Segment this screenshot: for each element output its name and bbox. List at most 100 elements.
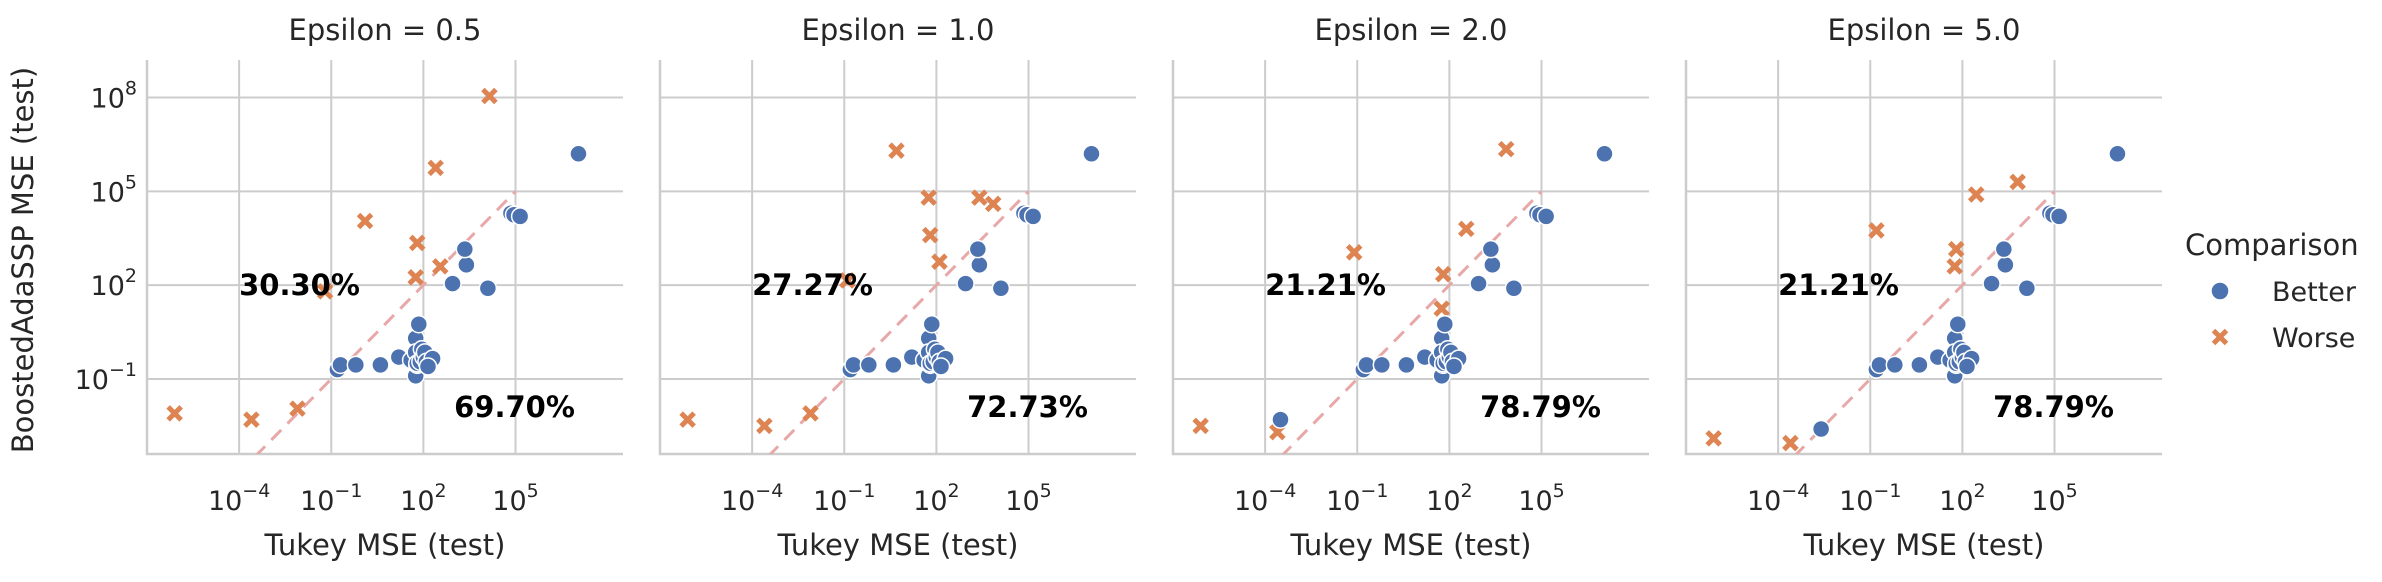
axes-spine — [145, 60, 623, 456]
worse-point — [984, 195, 1002, 213]
better-point — [931, 357, 951, 376]
better-point — [346, 355, 366, 375]
identity-line — [1794, 190, 2056, 454]
better-point — [1372, 355, 1392, 375]
x-tick-label: 105 — [2031, 480, 2077, 517]
better-point — [1023, 207, 1043, 226]
x-axis-label: Tukey MSE (test) — [1803, 528, 2045, 562]
better-point — [1271, 410, 1290, 429]
better-point — [1957, 357, 1977, 376]
better-point — [1595, 144, 1614, 164]
worse-point — [1782, 434, 1799, 452]
legend-better-marker — [2210, 281, 2230, 301]
better-point — [1870, 355, 1889, 375]
better-point — [418, 357, 438, 376]
y-tick-label: 105 — [91, 171, 137, 208]
x-tick-label: 10−4 — [1234, 480, 1296, 517]
legend-better-label: Better — [2272, 277, 2357, 308]
x-tick-label: 10−4 — [721, 480, 783, 517]
worse-percentage: 21.21% — [1265, 268, 1386, 302]
worse-point — [1458, 220, 1475, 238]
worse-percentage: 21.21% — [1778, 268, 1899, 302]
x-tick-label: 105 — [1005, 480, 1051, 517]
x-tick-label: 10−1 — [300, 480, 362, 517]
y-tick-label: 102 — [91, 265, 137, 302]
better-point — [956, 274, 975, 293]
worse-point — [679, 411, 696, 428]
x-tick-label: 102 — [1426, 480, 1472, 517]
worse-point — [921, 226, 939, 244]
y-axis-label: BoostedAdaSSP MSE (test) — [6, 67, 40, 453]
x-tick-label: 105 — [492, 480, 538, 517]
better-point — [970, 255, 989, 275]
better-point — [457, 255, 476, 275]
x-tick-label: 105 — [1518, 480, 1564, 517]
legend: Comparison Better Worse — [2185, 228, 2359, 354]
better-percentage: 72.73% — [967, 390, 1088, 424]
worse-point — [166, 405, 183, 422]
worse-point — [1433, 300, 1450, 317]
worse-point — [888, 142, 905, 159]
worse-point — [756, 417, 773, 435]
panel-title: Epsilon = 0.5 — [289, 13, 482, 47]
axes-spine — [658, 60, 1136, 456]
better-point — [2017, 279, 2037, 298]
better-point — [1948, 314, 1968, 334]
worse-point — [839, 272, 856, 289]
panel-title: Epsilon = 1.0 — [802, 13, 995, 47]
panel-4: Epsilon = 5.0 10−4 10−1 102 105 Tukey MSE (te… — [1684, 13, 2162, 562]
panel-1: Epsilon = 0.5 10−4 10−1 102 105 10−1 102 105 108… — [75, 13, 623, 562]
worse-point — [243, 411, 260, 428]
better-point — [1910, 355, 1929, 375]
better-point — [1481, 239, 1501, 259]
x-axis-label: Tukey MSE (test) — [777, 528, 1019, 562]
worse-point — [408, 234, 426, 252]
better-point — [1811, 419, 1831, 439]
worse-point — [1868, 222, 1885, 239]
y-tick-label: 10−1 — [75, 359, 137, 396]
better-percentage: 69.70% — [454, 390, 575, 424]
worse-point — [316, 283, 334, 300]
better-point — [1504, 279, 1524, 298]
better-point — [1996, 255, 2015, 275]
worse-point — [1192, 417, 1209, 435]
worse-point — [1497, 140, 1515, 158]
better-point — [331, 355, 350, 375]
worse-point — [427, 159, 444, 177]
better-point — [443, 274, 462, 293]
better-percentage: 78.79% — [1480, 390, 1601, 424]
better-point — [1885, 355, 1905, 375]
worse-point — [2009, 173, 2026, 191]
identity-line — [1281, 190, 1543, 454]
legend-worse-label: Worse — [2272, 323, 2355, 354]
worse-point — [1434, 265, 1452, 283]
better-point — [1483, 255, 1502, 275]
x-tick-label: 10−1 — [813, 480, 875, 517]
panel-3: Epsilon = 2.0 10−4 10−1 102 105 Tukey MSE (te… — [1171, 13, 1649, 562]
better-point — [859, 355, 879, 375]
identity-line — [255, 190, 517, 454]
x-axis-label: Tukey MSE (test) — [264, 528, 506, 562]
x-tick-label: 10−4 — [208, 480, 270, 517]
better-point — [2108, 144, 2127, 164]
worse-point — [407, 269, 424, 286]
legend-worse-marker — [2211, 328, 2229, 346]
worse-point — [802, 405, 819, 422]
identity-line — [768, 190, 1030, 454]
worse-point — [481, 87, 498, 105]
better-point — [1435, 314, 1455, 334]
y-tick-label: 108 — [91, 78, 137, 115]
better-point — [922, 314, 942, 334]
worse-percentage: 27.27% — [752, 268, 873, 302]
better-point — [1397, 355, 1416, 375]
worse-point — [1947, 240, 1965, 258]
x-tick-label: 102 — [400, 480, 446, 517]
better-point — [1982, 274, 2001, 293]
legend-title: Comparison — [2185, 228, 2359, 262]
worse-point — [920, 189, 937, 206]
better-point — [884, 355, 903, 375]
worse-point — [1946, 258, 1963, 275]
x-tick-label: 10−4 — [1747, 480, 1809, 517]
better-point — [844, 355, 863, 375]
